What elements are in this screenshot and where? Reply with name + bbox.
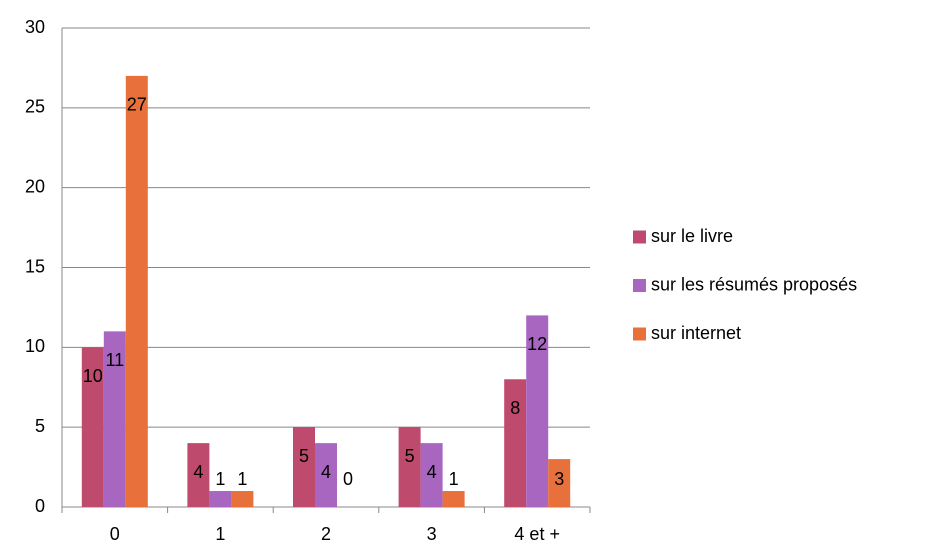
- y-tick-label: 10: [25, 336, 45, 356]
- bar: [442, 491, 465, 507]
- data-label: 1: [237, 469, 247, 489]
- data-label: 27: [127, 95, 147, 115]
- data-label: 11: [105, 350, 124, 370]
- bar: [231, 491, 254, 507]
- legend-label: sur internet: [651, 323, 741, 343]
- x-tick-label: 4 et +: [514, 524, 560, 544]
- data-label: 8: [510, 398, 520, 418]
- bar: [293, 427, 315, 507]
- data-label: 4: [193, 462, 203, 482]
- x-tick-label: 1: [215, 524, 225, 544]
- y-tick-label: 30: [25, 17, 45, 37]
- bar: [125, 75, 148, 508]
- data-label: 1: [449, 469, 459, 489]
- bar: [526, 315, 549, 507]
- y-tick-label: 25: [25, 97, 45, 117]
- bar: [81, 347, 104, 507]
- legend-label: sur les résumés proposés: [651, 274, 857, 294]
- y-tick-label: 20: [25, 176, 45, 196]
- bar: [504, 379, 527, 507]
- x-tick-label: 0: [110, 524, 120, 544]
- legend-swatch: [633, 230, 646, 244]
- y-tick-label: 0: [35, 496, 45, 516]
- data-label: 5: [299, 446, 309, 466]
- bar: [103, 331, 126, 507]
- data-label: 4: [321, 462, 331, 482]
- data-label: 12: [527, 334, 547, 354]
- y-tick-label: 15: [25, 256, 45, 276]
- bar: [420, 443, 443, 507]
- data-label: 5: [405, 446, 415, 466]
- data-label: 1: [215, 469, 225, 489]
- legend-swatch: [633, 327, 646, 341]
- bar: [548, 459, 571, 507]
- bar: [398, 427, 421, 507]
- y-tick-label: 5: [35, 416, 45, 436]
- data-label: 4: [427, 462, 437, 482]
- data-label: 0: [343, 469, 353, 489]
- legend-label: sur le livre: [651, 226, 733, 246]
- bar: [315, 443, 337, 507]
- bar: [209, 491, 232, 507]
- legend-swatch: [633, 279, 646, 292]
- x-tick-label: 3: [427, 524, 437, 544]
- x-tick-label: 2: [321, 524, 331, 544]
- data-label: 10: [83, 366, 103, 386]
- bar: [187, 443, 210, 507]
- data-label: 3: [554, 469, 564, 489]
